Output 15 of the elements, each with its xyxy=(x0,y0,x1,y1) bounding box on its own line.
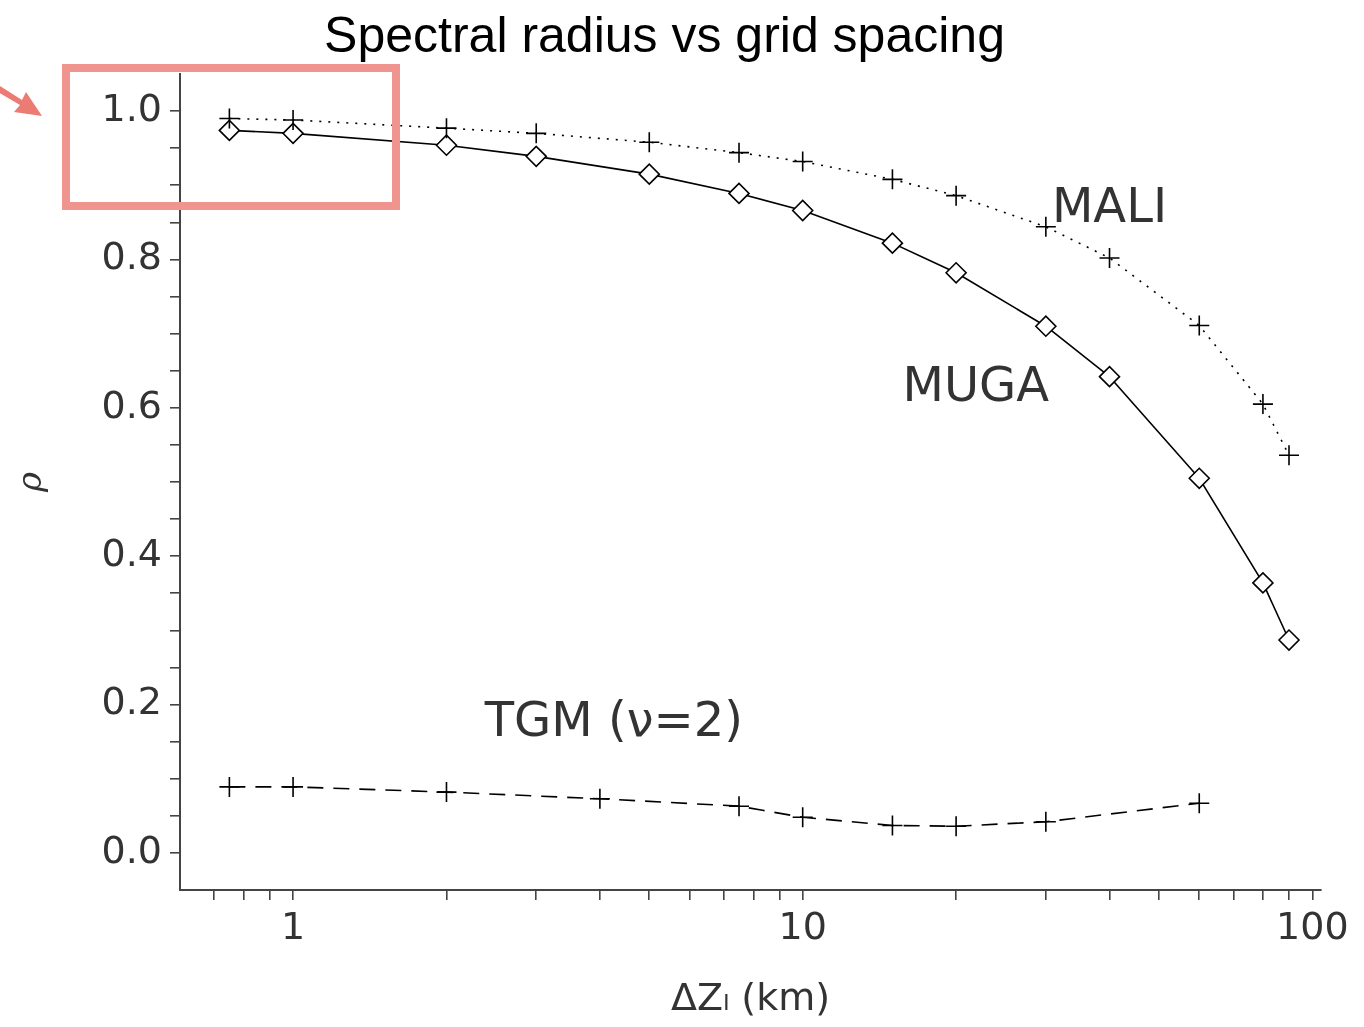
x-tick-label: 100 xyxy=(1276,903,1349,948)
y-axis-title: ρ xyxy=(9,472,50,493)
series-label: TGM (ν=2) xyxy=(483,691,743,748)
series-label: MALI xyxy=(1051,177,1168,234)
x-tick-label: 1 xyxy=(280,903,306,948)
y-tick-label: 0.6 xyxy=(101,382,162,427)
y-tick-label: 1.0 xyxy=(101,85,162,130)
y-tick-label: 0.0 xyxy=(101,827,162,872)
y-tick-label: 0.4 xyxy=(101,531,162,576)
x-axis-title: ΔZₗ (km) xyxy=(670,975,831,1020)
y-tick-label: 0.8 xyxy=(101,234,162,279)
series-label: MUGA xyxy=(902,355,1050,412)
chart-title: Spectral radius vs grid spacing xyxy=(324,6,1005,63)
y-tick-label: 0.2 xyxy=(101,679,162,724)
x-tick-label: 10 xyxy=(778,903,827,948)
